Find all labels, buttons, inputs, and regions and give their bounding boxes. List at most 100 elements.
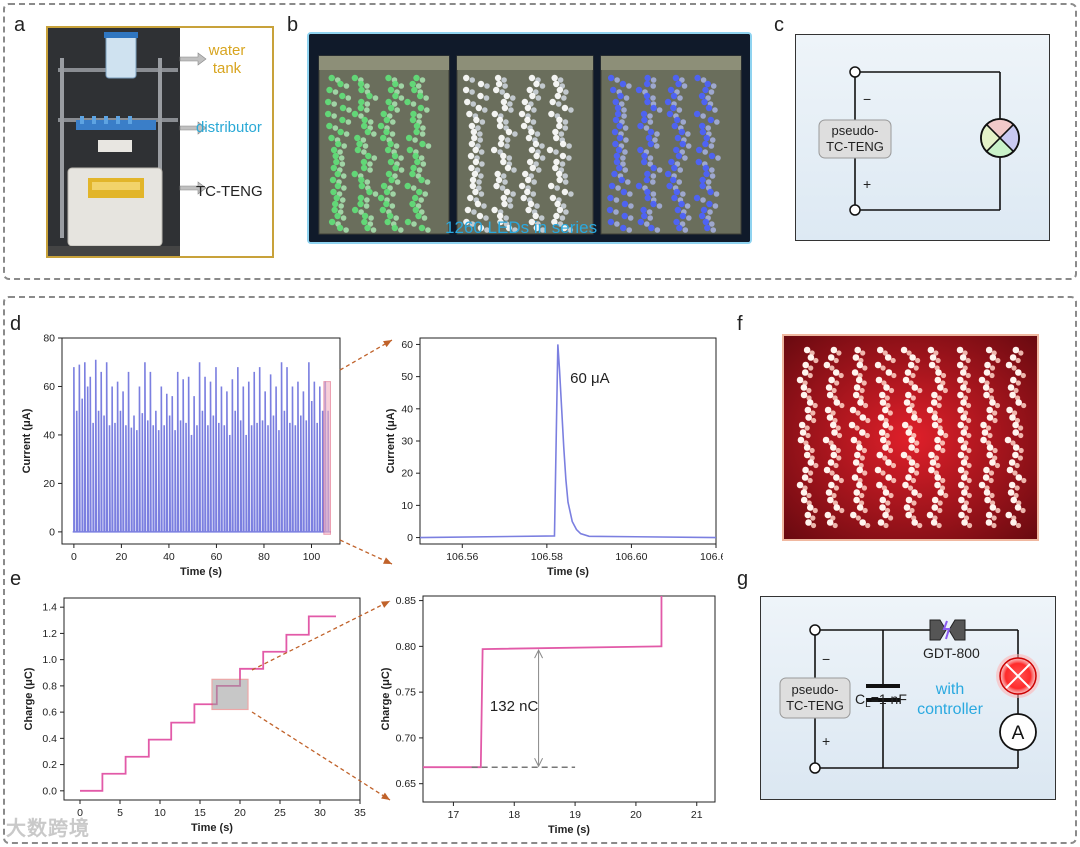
x-tick-label: 106.62: [700, 551, 723, 563]
source-label-line2: TC-TENG: [826, 139, 884, 154]
plus-sign: +: [822, 733, 830, 749]
circuit-g-diagram: A pseudo- TC-TENG − + GDT-800 CL=1 nF wi…: [779, 619, 1040, 774]
x-tick-label: 0: [71, 551, 77, 563]
chart-e-charge-zoom: 17 18 19 20 21 0.65 0.70 0.75 0.80 0.85 Time (s) Ch…: [380, 595, 716, 836]
arrow-icon: [179, 121, 207, 135]
x-tick-label: 80: [258, 551, 270, 563]
chart-d-current-zoom: 106.56 106.58 106.60 106.62 0 10 20 30 40 50 60 Tim…: [385, 337, 723, 578]
controller-label-line1: with: [935, 681, 964, 698]
x-tick-label: 60: [211, 551, 223, 563]
y-axis-label: Current (μA): [385, 408, 397, 473]
x-tick-label: 0: [77, 807, 83, 819]
y-tick-label: 0.80: [396, 641, 417, 653]
x-tick-label: 5: [117, 807, 123, 819]
x-tick-label: 20: [116, 551, 128, 563]
x-tick-label: 106.58: [531, 551, 563, 563]
watermark: 大数跨境: [6, 818, 90, 840]
y-tick-label: 0: [49, 526, 55, 538]
arrow-up-icon: [534, 648, 544, 659]
x-tick-label: 10: [154, 807, 166, 819]
y-tick-label: 20: [401, 468, 413, 480]
minus-sign: −: [822, 651, 830, 667]
callout-tc-teng: TC-TENG: [196, 183, 263, 200]
y-tick-label: 80: [43, 333, 55, 345]
callout-arrows: [179, 52, 207, 195]
y-axis-label: Current (μA): [21, 408, 33, 473]
y-tick-label: 0.0: [42, 785, 57, 797]
led-count-caption: 1260 LEDs in series: [445, 218, 598, 237]
arrow-icon: [179, 181, 207, 195]
x-axis-label: Time (s): [180, 566, 222, 578]
x-tick-label: 18: [508, 809, 520, 821]
y-tick-label: 0.85: [396, 595, 417, 607]
y-tick-label: 30: [401, 436, 413, 448]
x-tick-label: 40: [163, 551, 175, 563]
peak-annotation: 60 μA: [570, 370, 610, 387]
y-tick-label: 40: [401, 403, 413, 415]
y-tick-label: 0.75: [396, 687, 417, 699]
y-tick-label: 1.2: [42, 628, 57, 640]
callout-water-tank: water tank: [208, 42, 246, 77]
experimental-setup-photo: [48, 28, 180, 256]
controller-label-line2: controller: [917, 701, 983, 718]
arrow-icon: [179, 52, 207, 66]
x-axis-label: Time (s): [191, 822, 233, 834]
x-axis-label: Time (s): [548, 824, 590, 836]
ammeter-label: A: [1012, 723, 1025, 744]
y-axis-label: Charge (μC): [380, 667, 392, 730]
plus-sign: +: [863, 176, 871, 192]
y-tick-label: 10: [401, 500, 413, 512]
panel-label-e: e: [10, 568, 22, 590]
x-tick-label: 106.56: [446, 551, 478, 563]
x-tick-label: 100: [303, 551, 321, 563]
bottom-panel-group: [3, 296, 1077, 844]
panel-label-g: g: [737, 568, 749, 590]
plot-area: [422, 595, 716, 803]
chart-d-current-overview: 0 20 40 60 80 100 0 20 40 60 80 Time (s) Current (μA…: [21, 333, 341, 578]
x-tick-label: 21: [691, 809, 703, 821]
arrow-down-icon: [534, 757, 544, 768]
x-tick-label: 19: [569, 809, 581, 821]
x-tick-label: 35: [354, 807, 366, 819]
source-label-line1: pseudo-: [832, 123, 879, 138]
panel-label-c: c: [774, 14, 784, 36]
y-tick-label: 1.4: [42, 602, 57, 614]
y-tick-label: 60: [401, 339, 413, 351]
y-tick-label: 60: [43, 381, 55, 393]
y-tick-label: 0.2: [42, 759, 57, 771]
x-tick-label: 20: [234, 807, 246, 819]
led-array-photo: [307, 32, 752, 244]
panel-label-a: a: [14, 14, 26, 36]
panel-label-b: b: [287, 14, 299, 36]
y-tick-label: 0.6: [42, 707, 57, 719]
red-led-photo: [782, 334, 1039, 541]
source-label-line2: TC-TENG: [786, 698, 844, 713]
plot-area: [419, 337, 717, 545]
y-tick-label: 0.4: [42, 733, 57, 745]
gdt-icon: [929, 619, 966, 641]
zoom-highlight-box: [323, 381, 331, 535]
panel-label-d: d: [10, 313, 22, 335]
top-panel-group: [3, 3, 1077, 280]
capacitor-label: CL=1 nF: [855, 691, 907, 710]
x-tick-label: 15: [194, 807, 206, 819]
x-axis-label: Time (s): [547, 566, 589, 578]
charge-step-line: [423, 596, 663, 769]
y-tick-label: 0.65: [396, 778, 417, 790]
y-tick-label: 0.70: [396, 732, 417, 744]
y-tick-label: 0: [407, 532, 413, 544]
y-tick-label: 40: [43, 429, 55, 441]
chart-e-charge-overview: 0 5 10 15 20 25 30 35 0.0 0.2 0.4 0.6 0.8 1.0 1.2 1.4 Ti…: [23, 597, 366, 834]
minus-sign: −: [863, 91, 871, 107]
zoom-highlight-box: [211, 678, 249, 711]
y-axis-label: Charge (μC): [23, 667, 35, 730]
delta-annotation: 132 nC: [490, 698, 539, 715]
current-peak-line: [419, 344, 717, 539]
panel-label-f: f: [737, 313, 743, 335]
source-label-line1: pseudo-: [792, 682, 839, 697]
current-series-line: [72, 359, 331, 533]
y-tick-label: 1.0: [42, 654, 57, 666]
y-tick-label: 20: [43, 478, 55, 490]
gdt-label: GDT-800: [923, 645, 980, 661]
x-tick-label: 25: [274, 807, 286, 819]
